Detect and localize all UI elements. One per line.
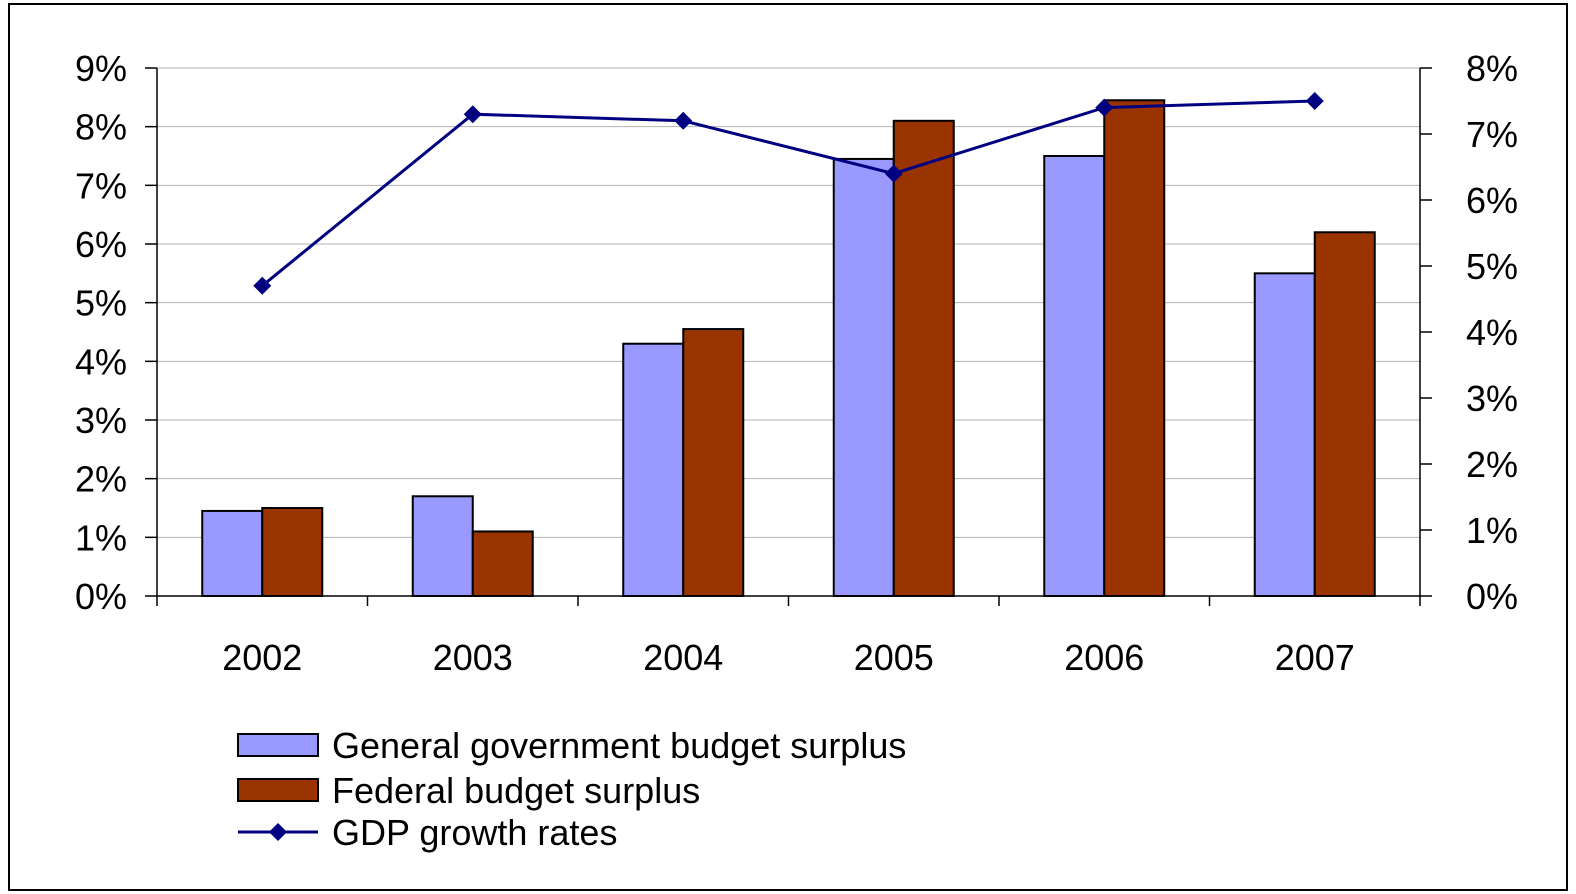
gdp-line [253,92,1324,295]
right-tick-label: 7% [1466,114,1518,155]
legend: General government budget surplusFederal… [237,725,906,853]
bar-general-government-2007 [1253,272,1316,597]
bar-general-government-2003 [411,495,474,597]
gdp-point-2006 [1095,98,1114,117]
bar-general-government-2002 [201,509,264,597]
left-tick-label: 5% [75,283,127,324]
bar-federal-2002 [261,507,324,597]
bar-general-government-2006 [1043,155,1106,597]
gdp-point-2005 [884,164,903,183]
left-tick-label: 0% [75,576,127,617]
legend-label-1: Federal budget surplus [332,770,700,811]
right-tick-label: 6% [1466,180,1518,221]
gdp-point-2004 [674,111,693,130]
left-tick-label: 7% [75,165,127,206]
left-tick-label: 9% [75,48,127,89]
right-tick-label: 5% [1466,246,1518,287]
gdp-point-2003 [463,105,482,124]
legend-label-0: General government budget surplus [332,725,906,766]
right-tick-label: 1% [1466,510,1518,551]
right-tick-label: 0% [1466,576,1518,617]
gdp-point-2007 [1305,92,1324,110]
x-tick-label-2004: 2004 [643,637,723,678]
axes [145,67,1432,606]
x-tick-label-2006: 2006 [1064,637,1144,678]
legend-marker-gdp [269,823,287,841]
bar-federal-2005 [892,119,955,598]
left-tick-label: 1% [75,517,127,558]
x-tick-label-2003: 2003 [433,637,513,678]
left-tick-label: 8% [75,107,127,148]
x-tick-label-2005: 2005 [854,637,934,678]
x-tick-label-2002: 2002 [222,637,302,678]
right-tick-label: 3% [1466,378,1518,419]
bar-federal-2003 [471,530,534,598]
bar-general-government-2004 [622,342,685,597]
bar-federal-2007 [1313,231,1376,597]
gdp-point-2002 [253,276,272,295]
left-tick-label: 4% [75,341,127,382]
bars [201,99,1376,598]
right-tick-label: 4% [1466,312,1518,353]
bar-federal-2006 [1103,99,1166,598]
gridlines [157,67,1420,538]
x-tick-label-2007: 2007 [1275,637,1355,678]
legend-swatch-0 [237,733,319,757]
left-tick-label: 2% [75,459,127,500]
left-tick-label: 6% [75,224,127,265]
legend-label-2: GDP growth rates [332,812,617,853]
left-tick-label: 3% [75,400,127,441]
right-tick-label: 2% [1466,444,1518,485]
bar-federal-2004 [682,328,745,597]
axis-labels: 0% 1% 2% 3% 4% 5% 6% 7% 8% 9% 0% 1% 2% 3% 4% 5% 6% 7% 8% 20… [75,48,1518,678]
bar-general-government-2005 [832,157,895,598]
legend-swatch-1 [237,778,319,802]
right-tick-label: 8% [1466,48,1518,89]
gdp-growth-line [261,99,1315,287]
